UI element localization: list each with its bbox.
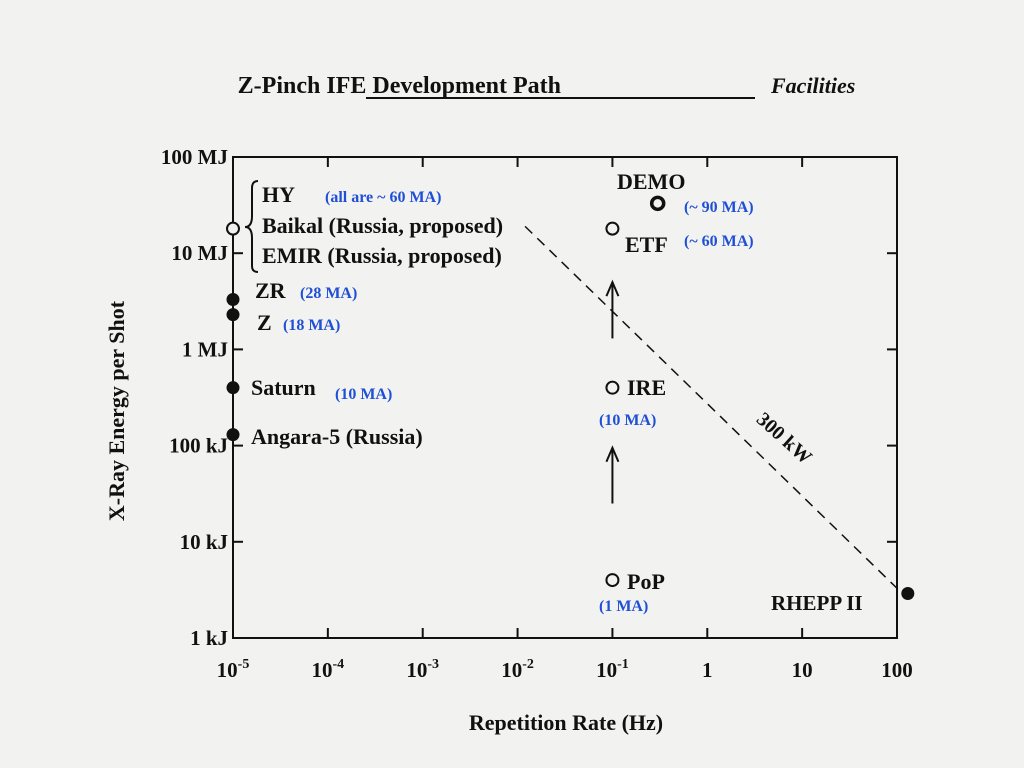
point-etf xyxy=(605,221,620,236)
x-axis-title: Repetition Rate (Hz) xyxy=(469,710,663,735)
label-pop: PoP xyxy=(627,569,665,594)
label-hy: HY xyxy=(262,182,295,207)
point-hy xyxy=(226,221,240,236)
x-tick-label: 10-1 xyxy=(596,657,629,682)
progress-arrow-head xyxy=(605,445,620,463)
note-demo: (~ 90 MA) xyxy=(684,199,754,216)
x-tick-label: 10-5 xyxy=(217,657,250,682)
plot-frame xyxy=(232,156,898,639)
point-demo xyxy=(649,195,666,212)
chart-subtitle: Facilities xyxy=(770,73,855,98)
label-demo: DEMO xyxy=(617,169,685,194)
label-angara: Angara-5 (Russia) xyxy=(251,424,423,449)
progress-arrow-head xyxy=(605,279,620,297)
x-tick-label: 10-3 xyxy=(406,657,439,682)
x-tick-label: 1 xyxy=(702,658,713,682)
note-zr: (28 MA) xyxy=(300,285,357,302)
x-tick-label: 100 xyxy=(881,658,913,682)
x-tick-label: 10-4 xyxy=(312,657,345,682)
y-tick-label: 10 MJ xyxy=(171,241,228,265)
note-hy: (all are ~ 60 MA) xyxy=(325,189,441,206)
label-baikal: Baikal (Russia, proposed) xyxy=(262,213,503,238)
y-tick-label: 1 MJ xyxy=(182,337,228,361)
note-ire: (10 MA) xyxy=(599,412,656,429)
x-tick-label: 10-2 xyxy=(501,657,534,682)
point-zr xyxy=(226,293,240,307)
point-ire xyxy=(605,380,620,395)
point-angara xyxy=(226,428,240,442)
point-z xyxy=(226,308,240,322)
label-z: Z xyxy=(257,310,272,335)
label-zr: ZR xyxy=(255,278,287,303)
note-z: (18 MA) xyxy=(283,317,340,334)
label-saturn: Saturn xyxy=(251,375,316,400)
axis-ticks: 10-5 10-4 10-3 10-2 10-1 1 10 100 1 kJ 10 kJ 100 k… xyxy=(161,145,913,682)
chart-marks xyxy=(226,195,915,601)
label-rhepp: RHEPP II xyxy=(771,591,863,615)
label-etf: ETF xyxy=(625,232,668,257)
power-line-300kw xyxy=(524,225,902,593)
point-rhepp xyxy=(901,587,915,601)
power-line-label: 300 kW xyxy=(752,408,816,469)
point-saturn xyxy=(226,381,240,395)
y-axis-title: X-Ray Energy per Shot xyxy=(104,300,129,521)
y-tick-label: 100 MJ xyxy=(161,145,228,169)
note-etf: (~ 60 MA) xyxy=(684,233,754,250)
label-emir: EMIR (Russia, proposed) xyxy=(262,243,502,268)
y-tick-label: 10 kJ xyxy=(180,530,228,554)
hy-group-brace xyxy=(244,180,259,273)
label-ire: IRE xyxy=(627,375,666,400)
chart-title: Z-Pinch IFE Development Path xyxy=(238,73,561,99)
point-pop xyxy=(605,573,620,588)
note-saturn: (10 MA) xyxy=(335,386,392,403)
y-tick-label: 1 kJ xyxy=(190,626,228,650)
note-pop: (1 MA) xyxy=(599,598,648,615)
x-tick-label: 10 xyxy=(792,658,813,682)
y-tick-label: 100 kJ xyxy=(169,434,228,458)
